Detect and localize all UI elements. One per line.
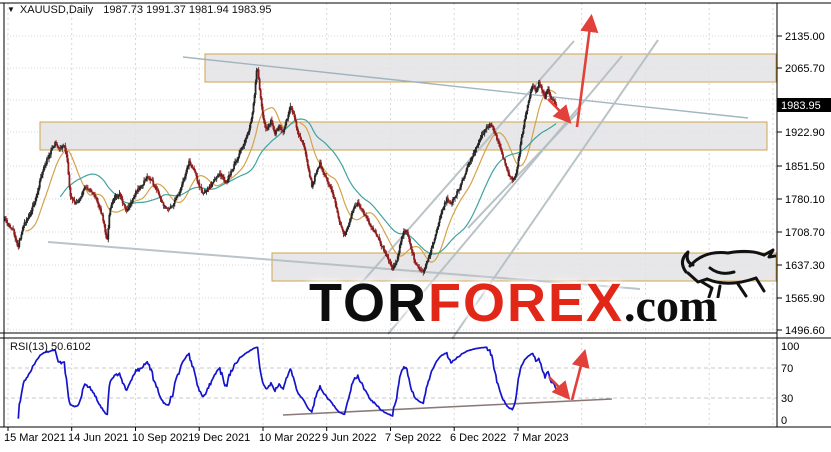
price-axis-label: 1637.30 [785,260,825,272]
time-axis-label: 7 Sep 2022 [385,432,441,444]
watermark: TORFOREX.com [309,276,717,330]
rsi-name: RSI(13) [10,341,48,353]
time-axis-label: 7 Mar 2023 [513,432,569,444]
time-axis-label: 10 Mar 2022 [259,432,321,444]
watermark-dotcom: .com [624,280,718,331]
forecast-arrows [547,13,599,401]
price-axis[interactable]: 2135.00 2065.70 1922.90 1851.50 1780.10 1708.… [777,31,831,427]
ma-slow [59,118,557,255]
rsi-indicator-label: RSI(13) 50.6102 [10,341,91,353]
ma-fast [25,89,557,263]
chart-legend: ▼ XAUUSD,Daily 1987.73 1991.37 1981.94 198… [7,4,272,16]
price-axis-label: 1922.90 [785,127,825,139]
symbol-dropdown-icon[interactable]: ▼ [7,5,15,14]
price-axis-label: 1851.50 [785,161,825,173]
price-axis-label: 1565.90 [785,293,825,305]
bull-logo-icon [681,248,776,298]
time-axis-label: 9 Dec 2021 [194,432,250,444]
watermark-tor: TOR [309,273,429,333]
time-axis-label: 14 Jun 2021 [68,432,129,444]
price-axis-label: 2065.70 [785,63,825,75]
candlestick-series [4,67,558,276]
time-axis-label: 9 Jun 2022 [322,432,376,444]
rsi-scale-label: 0 [781,415,787,427]
rsi-series [17,346,557,419]
price-axis-label: 1708.70 [785,227,825,239]
current-price-tag: 1983.95 [781,100,821,112]
moving-average-lines [25,89,557,263]
rsi-value: 50.6102 [50,341,91,353]
symbol-period-label: XAUUSD,Daily [19,4,94,16]
price-axis-label: 2135.00 [785,31,825,43]
watermark-forex: FOREX [428,273,625,333]
supply-demand-zones [39,53,777,282]
rsi-scale-label: 30 [781,393,793,405]
rsi-scale-label: 100 [781,341,799,353]
price-axis-label: 1780.10 [785,194,825,206]
trendlines [47,39,749,416]
ohlc-values: 1987.73 1991.37 1981.94 1983.95 [103,4,272,16]
time-axis-label: 6 Dec 2022 [450,432,506,444]
time-axis-label: 10 Sep 2021 [132,432,194,444]
time-axis-label: 15 Mar 2021 [4,432,66,444]
pane-frame [0,2,831,428]
rsi-scale-label: 70 [781,363,793,375]
price-axis-label: 1496.60 [785,325,825,337]
time-axis[interactable]: 15 Mar 2021 14 Jun 2021 10 Sep 2021 9 Dec 2… [4,427,569,444]
